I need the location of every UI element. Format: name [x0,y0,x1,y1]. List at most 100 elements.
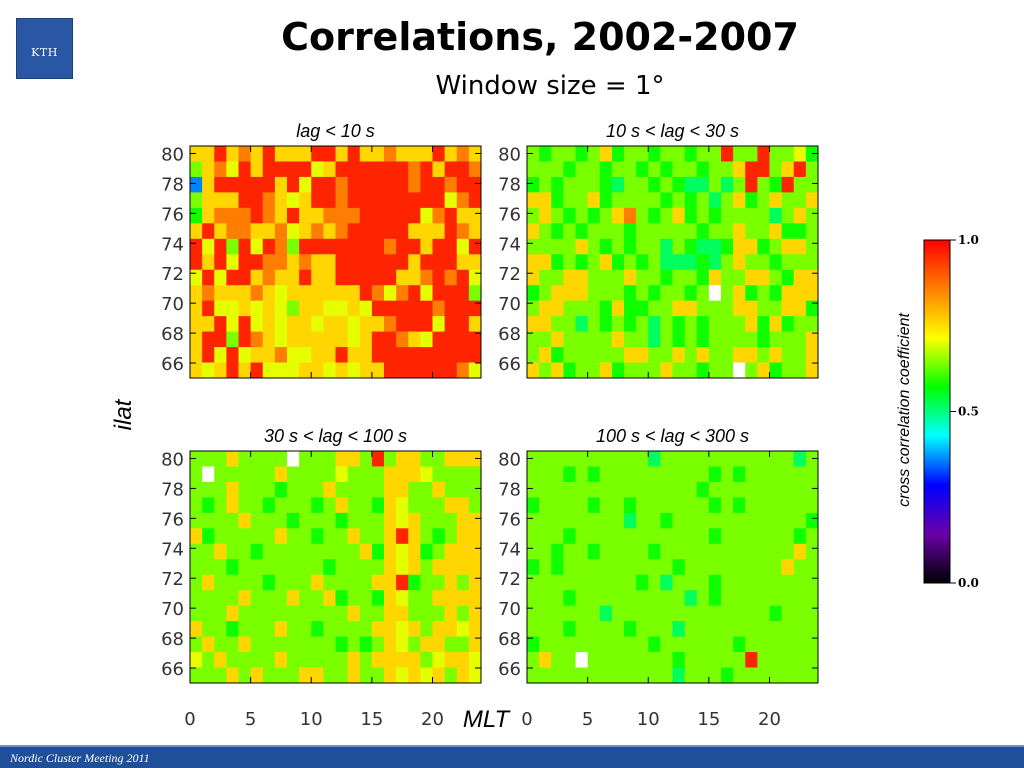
heatmap-cell [721,590,734,607]
heatmap-cell [420,652,433,668]
heatmap-cell [733,269,746,286]
heatmap-cell [214,590,227,607]
heatmap-cell [250,331,264,348]
heatmap-cell [805,466,819,483]
heatmap-cell [299,146,312,162]
heatmap-cell [527,466,540,483]
heatmap-cell [805,238,819,255]
heatmap-cell [733,161,746,178]
heatmap-cell [287,667,300,684]
heatmap-cell [323,176,336,193]
heatmap-cell [359,146,373,162]
heatmap-cell [660,512,673,529]
heatmap-cell [769,362,783,379]
heatmap-cell [396,146,409,162]
heatmap-cell [733,238,746,255]
heatmap-cell [202,238,215,255]
heatmap-cell [408,451,421,467]
heatmap-cell [299,466,312,483]
heatmap-cell [660,176,673,193]
heatmap-cell [444,512,458,529]
heatmap-cell [551,347,564,363]
heatmap-cell [384,269,397,286]
heatmap-cell [202,621,215,637]
heatmap-cell [226,481,239,498]
heatmap-cell [359,269,373,286]
y-tick-label: 66 [161,659,184,680]
heatmap-cell [408,621,421,637]
heatmap-cell [468,528,482,545]
heatmap-cell [648,590,661,607]
heatmap-cell [347,667,361,684]
heatmap-cell [359,347,373,363]
heatmap-cell [745,481,758,498]
heatmap-cell [432,559,446,576]
heatmap-cell [539,161,552,178]
heatmap-cell [371,466,385,483]
heatmap-cell [420,146,433,162]
heatmap-cell [262,543,276,560]
heatmap-cell [733,331,746,348]
heatmap-cell [287,176,300,193]
heatmap-cell [587,652,601,668]
heatmap-cell [287,223,300,240]
heatmap-cell [274,161,288,178]
heatmap-cell [250,300,264,317]
panel-frame [189,145,482,379]
heatmap-cell [274,238,288,255]
heatmap-cell [456,362,470,379]
heatmap-cell [262,621,276,637]
heatmap-cell [202,285,215,302]
heatmap-cell [769,207,783,224]
heatmap-cell [721,652,734,668]
heatmap-cell [384,528,397,545]
heatmap-cell [745,254,758,271]
heatmap-cell [769,146,783,162]
y-tick-label: 76 [161,204,184,225]
heatmap-cell [599,238,613,255]
heatmap-cell [733,667,746,684]
heatmap-cell [708,559,722,576]
y-tick-label: 72 [498,264,521,285]
heatmap-cell [587,347,601,363]
heatmap-cell [238,161,252,178]
heatmap-cell [468,497,482,514]
heatmap-cell [611,192,625,209]
heatmap-cell [563,652,576,668]
heatmap-cell [684,559,698,576]
heatmap-cell [733,543,746,560]
heatmap-cell [262,238,276,255]
heatmap-cell [432,481,446,498]
heatmap-cell [624,300,637,317]
heatmap-cell [359,223,373,240]
slide-title: Correlations, 2002-2007 [281,15,799,59]
y-tick-label: 70 [498,599,521,620]
heatmap-cell [444,161,458,178]
heatmap-cell [202,223,215,240]
heatmap-cell [311,481,324,498]
heatmap-cell [781,269,795,286]
heatmap-cell [648,207,661,224]
heatmap-cell [226,300,239,317]
panel-title: 100 s < lag < 300 s [596,426,749,446]
heatmap-cell [190,667,203,684]
heatmap-cell [323,590,336,607]
heatmap-cell [347,300,361,317]
heatmap-cell [190,331,203,348]
heatmap-cell [527,497,540,514]
heatmap-cell [708,652,722,668]
heatmap-cell [684,667,698,684]
heatmap-cell [721,269,734,286]
heatmap-cell [672,331,686,348]
heatmap-cell [432,161,446,178]
heatmap-cell [335,451,349,467]
y-tick-label: 80 [498,144,521,165]
heatmap-cell [636,466,649,483]
heatmap-cell [648,300,661,317]
heatmap-cell [563,331,576,348]
heatmap-cell [793,543,807,560]
heatmap-cell [721,300,734,317]
heatmap-cell [408,667,421,684]
heatmap-cell [733,559,746,576]
heatmap-cell [323,285,336,302]
